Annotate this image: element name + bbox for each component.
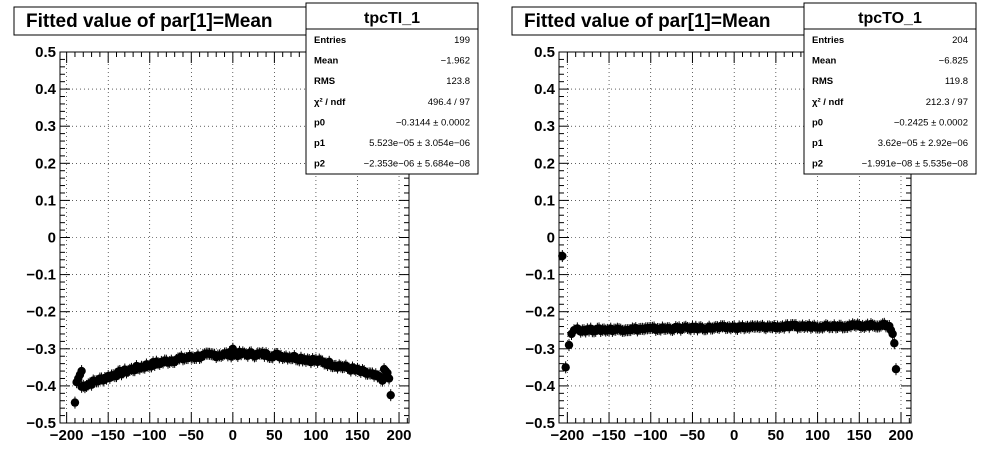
- chart-pad-tpcTO: −200 −150 −100 −50 0 50 100 150 200 −0.5 −0.4 −0.3 −…: [498, 0, 996, 472]
- y-tick-label: −0.4: [525, 378, 555, 395]
- stats-histogram-name: tpcTO_1: [858, 10, 922, 27]
- stats-label: p2: [314, 159, 325, 170]
- stats-value: 5.523e−05 ± 3.054e−06: [369, 138, 470, 149]
- x-tick-label: 200: [387, 427, 412, 444]
- data-point: [561, 363, 570, 372]
- data-point: [888, 329, 897, 339]
- data-point: [228, 344, 238, 353]
- stats-value: −1.962: [441, 56, 470, 67]
- x-tick-label: −200: [50, 427, 84, 444]
- x-tick-label: −100: [133, 427, 167, 444]
- stats-value: −0.3144 ± 0.0002: [396, 117, 470, 128]
- stats-value: 119.8: [945, 76, 968, 87]
- stats-value: −1.991e−08 ± 5.535e−08: [862, 159, 968, 170]
- y-tick-label: −0.5: [26, 415, 56, 432]
- stats-label: RMS: [314, 76, 335, 87]
- stats-value: 123.8: [446, 76, 470, 87]
- stats-value: −2.353e−06 ± 5.684e−08: [364, 159, 470, 170]
- y-tick-label: −0.2: [26, 304, 56, 321]
- y-tick-label: 0.4: [534, 81, 556, 98]
- stats-label: p1: [314, 138, 326, 149]
- stats-value: −0.2425 ± 0.0002: [894, 117, 968, 128]
- x-tick-label: −100: [634, 427, 668, 444]
- x-tick-label: 50: [768, 427, 785, 444]
- x-tick-label: 100: [303, 427, 328, 444]
- y-tick-label: 0.2: [35, 155, 56, 172]
- y-tick-label: −0.2: [525, 304, 555, 321]
- y-tick-label: −0.1: [26, 267, 56, 284]
- x-tick-label: −200: [550, 427, 584, 444]
- x-tick-label: 200: [888, 427, 913, 444]
- stats-value: 212.3 / 97: [926, 97, 968, 108]
- chart-title: Fitted value of par[1]=Mean: [26, 11, 273, 32]
- x-tick-label: 100: [805, 427, 830, 444]
- x-tick-label: −50: [680, 427, 705, 444]
- stats-value: −6.825: [939, 56, 968, 67]
- y-tick-label: 0.2: [534, 155, 555, 172]
- title-box: [13, 6, 307, 36]
- y-tick-label: 0.5: [35, 44, 56, 61]
- stats-label: p0: [812, 117, 823, 128]
- x-tick-label: 150: [345, 427, 370, 444]
- y-tick-label: −0.3: [26, 341, 56, 358]
- y-tick-label: 0: [547, 230, 555, 247]
- data-point: [70, 398, 80, 407]
- stats-label: p1: [812, 138, 824, 149]
- x-tick-label: −150: [592, 427, 626, 444]
- data-point: [77, 366, 86, 376]
- x-tick-label: 50: [266, 427, 283, 444]
- y-tick-label: 0.1: [35, 192, 56, 209]
- stats-label: Entries: [812, 35, 844, 46]
- stats-label: χ² / ndf: [314, 97, 346, 108]
- y-tick-label: −0.5: [525, 415, 555, 432]
- stats-box: [305, 2, 479, 175]
- x-tick-label: 150: [847, 427, 872, 444]
- x-tick-label: −50: [179, 427, 204, 444]
- stats-label: RMS: [812, 76, 833, 87]
- y-tick-label: 0.5: [534, 44, 555, 61]
- y-tick-label: 0.4: [35, 81, 57, 98]
- stats-label: p0: [314, 117, 325, 128]
- y-tick-label: 0.3: [35, 118, 56, 135]
- data-point: [558, 251, 567, 261]
- stats-histogram-name: tpcTI_1: [364, 10, 420, 27]
- data-point: [564, 340, 574, 350]
- y-tick-label: 0: [48, 230, 56, 247]
- stats-value: 199: [454, 35, 470, 46]
- x-tick-label: 0: [229, 427, 237, 444]
- chart-title: Fitted value of par[1]=Mean: [524, 11, 771, 32]
- chart-svg-tpcTO: −200 −150 −100 −50 0 50 100 150 200 −0.5 −0.4 −0.3 −…: [511, 2, 977, 444]
- x-tick-label: −150: [91, 427, 125, 444]
- data-point: [573, 324, 582, 333]
- data-point: [384, 374, 394, 383]
- stats-value: 496.4 / 97: [428, 97, 470, 108]
- chart-svg-tpcTI: −200 −150 −100 −50 0 50 100 150 200 −0.5 −0.4 −0.3 −…: [13, 2, 479, 444]
- stats-box: [803, 2, 977, 175]
- data-point: [386, 390, 395, 400]
- stats-value: 3.62e−05 ± 2.92e−06: [878, 138, 968, 149]
- stats-label: Entries: [314, 35, 346, 46]
- y-tick-label: −0.1: [525, 267, 555, 284]
- stats-label: χ² / ndf: [812, 97, 844, 108]
- x-tick-label: 0: [730, 427, 738, 444]
- stats-label: p2: [812, 159, 823, 170]
- data-point: [891, 365, 901, 374]
- y-tick-label: 0.3: [534, 118, 555, 135]
- y-tick-label: −0.4: [26, 378, 56, 395]
- chart-pad-tpcTI: −200 −150 −100 −50 0 50 100 150 200 −0.5 −0.4 −0.3 −…: [13, 2, 479, 444]
- stats-label: Mean: [812, 56, 836, 67]
- data-point: [890, 339, 899, 348]
- stats-label: Mean: [314, 56, 338, 67]
- y-tick-label: −0.3: [525, 341, 555, 358]
- stats-value: 204: [952, 35, 968, 46]
- y-tick-label: 0.1: [534, 192, 555, 209]
